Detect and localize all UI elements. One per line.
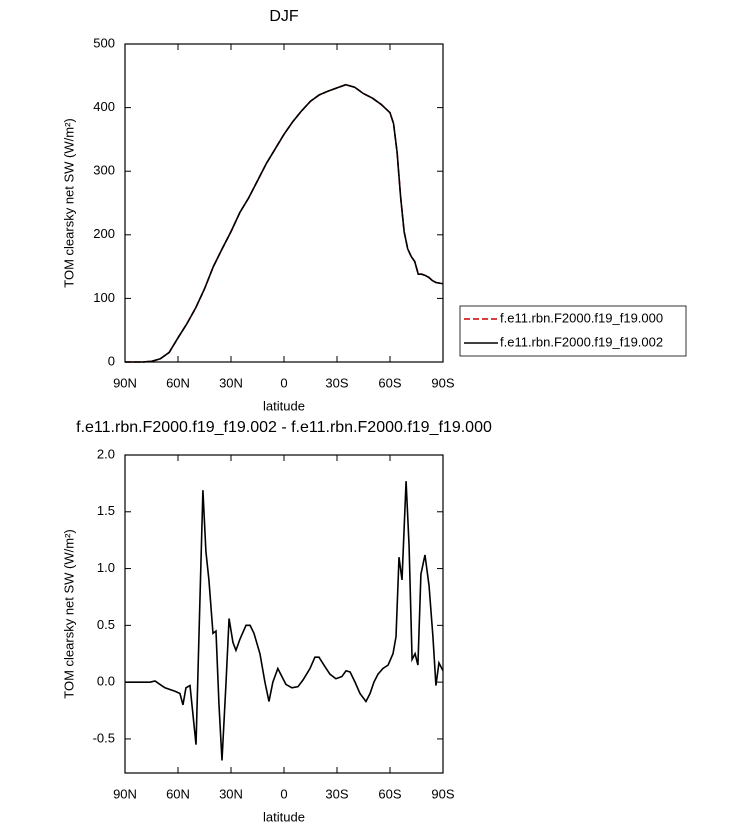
y-tick-label: 500: [93, 35, 115, 50]
y-tick-label: 0: [108, 353, 115, 368]
x-tick-label: 60S: [378, 375, 401, 390]
x-tick-label: 90S: [431, 786, 454, 801]
y-tick-label: 100: [93, 290, 115, 305]
legend-label: f.e11.rbn.F2000.f19_f19.000: [500, 310, 663, 325]
x-tick-label: 30N: [219, 786, 243, 801]
plot-frame: [124, 454, 444, 774]
x-tick-label: 60N: [166, 786, 190, 801]
x-tick-label: 60N: [166, 375, 190, 390]
x-tick-label: 30N: [219, 375, 243, 390]
y-tick-label: 1.0: [97, 560, 115, 575]
x-tick-label: 90N: [113, 375, 137, 390]
y-tick-label: 0.5: [97, 617, 115, 632]
plot-frame: [124, 43, 444, 363]
data-line: [125, 481, 444, 761]
x-tick-label: 0: [280, 786, 287, 801]
legend-label: f.e11.rbn.F2000.f19_f19.002: [500, 334, 663, 349]
y-tick-label: 1.5: [97, 503, 115, 518]
x-tick-label: 30S: [325, 786, 348, 801]
y-axis-label: TOM clearsky net SW (W/m²): [61, 118, 76, 287]
data-line: [125, 83, 444, 363]
x-axis-label: latitude: [263, 398, 305, 413]
chart-title: f.e11.rbn.F2000.f19_f19.002 - f.e11.rbn.…: [76, 419, 492, 436]
y-tick-label: 2.0: [97, 446, 115, 461]
legend-box: [459, 305, 687, 357]
x-axis-label: latitude: [263, 809, 305, 824]
y-tick-label: 200: [93, 226, 115, 241]
x-tick-label: 90N: [113, 786, 137, 801]
y-tick-label: 0.0: [97, 674, 115, 689]
x-tick-label: 30S: [325, 375, 348, 390]
y-tick-label: 400: [93, 99, 115, 114]
x-tick-label: 0: [280, 375, 287, 390]
chart-title: DJF: [269, 8, 299, 25]
x-tick-label: 90S: [431, 375, 454, 390]
y-tick-label: -0.5: [93, 730, 115, 745]
y-tick-label: 300: [93, 163, 115, 178]
y-axis-label: TOM clearsky net SW (W/m²): [61, 529, 76, 698]
x-tick-label: 60S: [378, 786, 401, 801]
data-line: [125, 83, 444, 363]
